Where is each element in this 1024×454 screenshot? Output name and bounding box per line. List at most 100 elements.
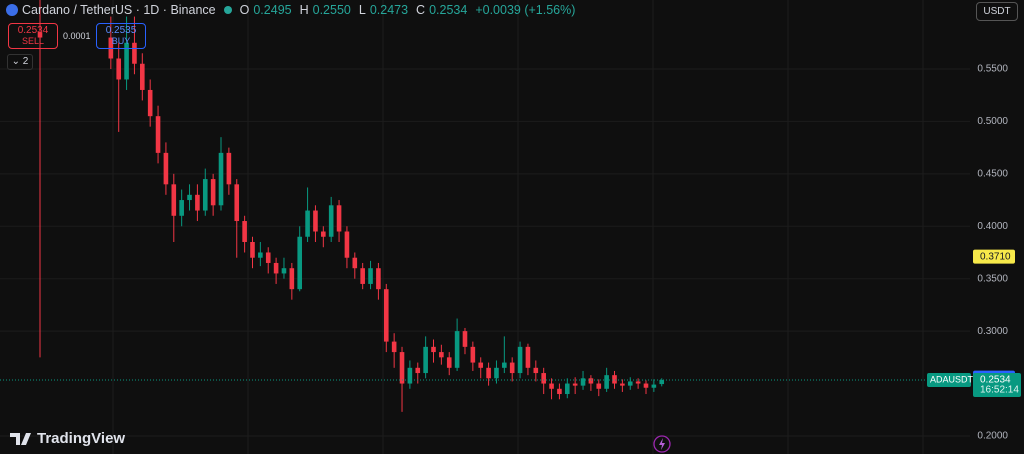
lightning-icon[interactable] <box>653 435 671 453</box>
candle-body <box>124 42 129 80</box>
symbol[interactable]: Cardano / TetherUS · 1D · Binance <box>22 3 216 17</box>
candle-body <box>195 194 200 211</box>
candle-body <box>620 383 625 386</box>
candle-body <box>37 32 43 38</box>
candle-body <box>360 268 365 284</box>
candle-body <box>643 383 649 388</box>
candle-body <box>439 352 444 358</box>
candle-body <box>431 346 436 353</box>
candle-body <box>132 42 137 64</box>
candle-body <box>250 241 255 258</box>
status-dot <box>223 6 232 14</box>
candle-body <box>454 331 460 368</box>
candle-body <box>242 221 247 242</box>
candle-body <box>321 231 326 237</box>
candle-body <box>509 362 515 374</box>
buy-label: BUY <box>111 36 131 46</box>
candle-body <box>588 378 594 384</box>
indicator-count: 2 <box>22 56 29 67</box>
candle-body <box>478 362 484 368</box>
candle-body <box>163 152 169 185</box>
countdown: 16:52:14 <box>980 385 1019 396</box>
ohlc-key: O <box>239 3 250 17</box>
candle-body <box>202 179 208 211</box>
candle-body <box>446 357 452 368</box>
candle-body <box>281 268 287 274</box>
brand: TradingView <box>37 430 125 447</box>
candle-body <box>517 346 523 374</box>
y-tick-label: 0.3000 <box>977 326 1008 337</box>
change: +0.0039 (+1.56%) <box>475 3 576 17</box>
ohlc-value: 0.2550 <box>312 3 351 17</box>
price-tag <box>973 249 1015 264</box>
buy-price: 0.2535 <box>105 25 137 36</box>
sell-label: SELL <box>21 36 45 46</box>
candle-body <box>297 236 303 290</box>
candle-body <box>147 89 153 117</box>
y-tick-label: 0.5000 <box>977 116 1008 127</box>
candle-body <box>289 268 295 290</box>
candle-body <box>612 375 617 384</box>
candle-body <box>391 341 397 353</box>
ohlc-key: L <box>358 3 366 17</box>
candle-body <box>494 367 499 379</box>
candle-body <box>549 383 554 389</box>
candle-body <box>344 231 350 258</box>
candle-body <box>376 268 381 290</box>
sell-button[interactable]: 0.2534 SELL <box>8 23 58 49</box>
candle-body <box>313 210 318 232</box>
candle-body <box>415 367 421 374</box>
candle-body <box>604 375 609 389</box>
candle-body <box>258 252 263 258</box>
candle-body <box>486 367 491 379</box>
y-tick-label: 0.4000 <box>977 221 1008 232</box>
candle-body <box>635 381 641 384</box>
y-tick-label: 0.3500 <box>977 273 1008 284</box>
header: Cardano / TetherUS · 1D · Binance O 0.249… <box>6 3 579 17</box>
ohlc-value: 0.2495 <box>253 3 292 17</box>
currency-button[interactable]: USDT <box>976 2 1018 21</box>
indicators-toggle[interactable]: ⌄ 2 <box>7 54 33 70</box>
price-tag-label: 0.3710 <box>980 251 1011 262</box>
ohlc-value: 0.2534 <box>429 3 468 17</box>
candle-body <box>525 346 531 368</box>
candle-body <box>265 252 271 263</box>
buy-button[interactable]: 0.2535 BUY <box>96 23 146 49</box>
candle-body <box>580 378 586 386</box>
candle-body <box>533 367 539 374</box>
ohlc-key: C <box>416 3 426 17</box>
candle-body <box>179 200 184 216</box>
candle-body <box>470 346 476 363</box>
candle-body <box>502 362 507 368</box>
candle-body <box>226 152 232 185</box>
symbol-tag <box>927 372 971 387</box>
ohlc-value: 0.2473 <box>369 3 409 17</box>
candle-body <box>273 262 279 274</box>
candle-body <box>572 383 578 386</box>
candle-body <box>116 58 121 80</box>
price-tag-label: 0.2534 <box>980 375 1011 386</box>
candle-body <box>423 346 428 374</box>
candle-body <box>187 194 192 201</box>
candle-body <box>596 383 602 389</box>
ohlc-key: H <box>299 3 309 17</box>
candle-body <box>305 210 310 237</box>
candle-body <box>328 205 334 237</box>
candle-body <box>210 179 216 206</box>
candle-body <box>383 289 389 342</box>
candle-body <box>541 373 546 384</box>
candle-body <box>407 367 413 384</box>
price-tag <box>973 372 1021 397</box>
candle-body <box>171 184 177 216</box>
candle-body <box>352 257 358 269</box>
candle-body <box>462 331 468 347</box>
candle-body <box>399 352 405 384</box>
candle-body <box>234 184 240 222</box>
candle-body <box>627 381 633 386</box>
candle-body <box>140 63 145 90</box>
spread: 0.0001 <box>63 31 91 41</box>
sell-price: 0.2534 <box>17 25 49 36</box>
coin-icon <box>6 4 18 16</box>
